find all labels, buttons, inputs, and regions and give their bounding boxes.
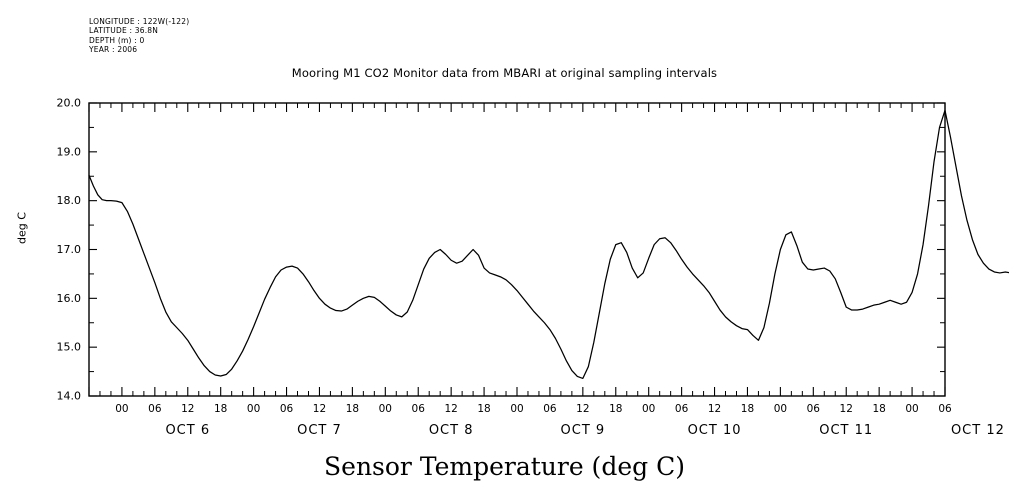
x-day-label: OCT 10 xyxy=(688,423,742,438)
x-day-label: OCT 11 xyxy=(819,423,873,438)
x-tick-label: 12 xyxy=(840,403,853,415)
y-tick-label: 16.0 xyxy=(57,292,82,305)
metadata-year: YEAR : 2006 xyxy=(89,45,138,55)
y-tick-label: 19.0 xyxy=(57,145,82,158)
metadata-block: LONGITUDE : 122W(-122) LATITUDE : 36.8N … xyxy=(89,17,189,55)
x-tick-label: 12 xyxy=(444,403,457,415)
y-tick-label: 20.0 xyxy=(57,97,82,110)
x-tick-label: 00 xyxy=(247,403,260,415)
x-day-label: OCT 8 xyxy=(429,423,474,438)
y-tick-label: 14.0 xyxy=(57,390,82,403)
x-tick-label: 00 xyxy=(115,403,128,415)
x-day-label: OCT 7 xyxy=(297,423,342,438)
x-day-label: OCT 6 xyxy=(165,423,210,438)
y-tick-labels: 20.0 19.0 18.0 17.0 16.0 15.0 14.0 xyxy=(57,97,82,403)
metadata-longitude: LONGITUDE : 122W(-122) xyxy=(89,17,190,26)
x-tick-label: 12 xyxy=(181,403,194,415)
x-day-label: OCT 12 xyxy=(951,423,1005,438)
x-tick-label: 18 xyxy=(477,403,490,415)
x-tick-label: 18 xyxy=(214,403,227,415)
x-tick-label: 00 xyxy=(379,403,392,415)
y-ticks xyxy=(89,102,945,397)
x-tick-label: 00 xyxy=(774,403,787,415)
x-tick-label: 18 xyxy=(609,403,622,415)
x-tick-label: 12 xyxy=(313,403,326,415)
x-tick-label: 06 xyxy=(675,403,689,415)
y-tick-label: 15.0 xyxy=(57,341,82,354)
x-tick-label: 12 xyxy=(576,403,589,415)
x-tick-label: 18 xyxy=(346,403,359,415)
metadata-latitude: LATITUDE : 36.8N xyxy=(89,26,159,36)
y-tick-label: 17.0 xyxy=(57,243,82,256)
x-day-label: OCT 9 xyxy=(561,423,606,438)
x-tick-label: 00 xyxy=(905,403,918,415)
x-tick-label: 06 xyxy=(148,403,162,415)
y-tick-label: 18.0 xyxy=(57,194,82,207)
x-tick-labels: 00 06 12 18 00 06 12 18 00 06 12 18 00 06 12 18 00 06 12 18… xyxy=(115,403,952,415)
x-tick-label: 00 xyxy=(510,403,523,415)
plot-frame xyxy=(88,102,946,397)
x-day-labels: OCT 6 OCT 7 OCT 8 OCT 9 OCT 10 OCT 11 OCT 12 xyxy=(165,423,1005,438)
x-tick-label: 12 xyxy=(708,403,721,415)
x-tick-label: 06 xyxy=(280,403,294,415)
x-tick-label: 00 xyxy=(642,403,655,415)
chart-title: Mooring M1 CO2 Monitor data from MBARI a… xyxy=(291,66,718,80)
x-tick-label: 18 xyxy=(872,403,885,415)
temperature-line xyxy=(88,109,1009,380)
x-tick-label: 06 xyxy=(412,403,426,415)
x-tick-label: 06 xyxy=(807,403,821,415)
metadata-depth: DEPTH (m) : 0 xyxy=(89,35,145,45)
bottom-caption: Sensor Temperature (deg C) xyxy=(324,452,685,481)
x-tick-label: 06 xyxy=(543,403,557,415)
x-tick-label: 18 xyxy=(741,403,754,415)
x-tick-label: 06 xyxy=(938,403,952,415)
x-ticks xyxy=(88,103,946,396)
